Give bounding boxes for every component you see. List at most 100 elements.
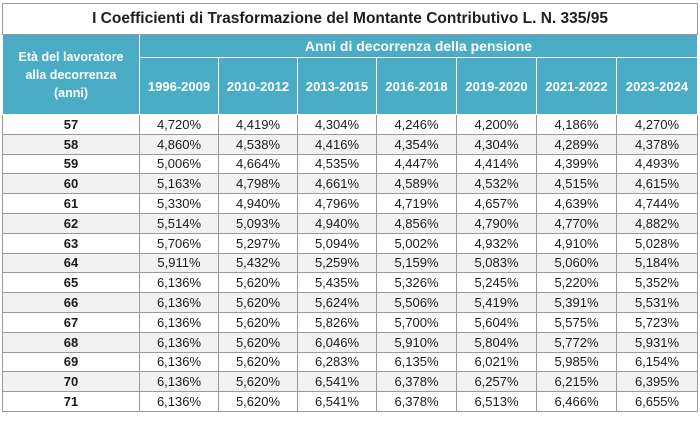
period-header: 2019-2020 [456,57,537,115]
coefficient-cell: 5,163% [139,173,219,195]
coefficient-cell: 4,770% [536,212,617,234]
table-row: 69 6,136% 5,620% 6,283% 6,135% 6,021% 5,985% 6,… [2,351,698,373]
coefficient-cell: 5,259% [297,252,377,274]
title-row: I Coefficienti di Trasformazione del Mon… [2,3,698,35]
coefficient-cell: 6,154% [616,351,698,373]
period-header: 1996-2009 [139,57,219,115]
coefficient-cell: 4,639% [536,193,617,214]
coefficient-cell: 4,719% [376,193,457,214]
coefficient-cell: 4,419% [218,114,298,135]
coefficient-cell: 4,200% [456,114,537,135]
period-header: 2013-2015 [297,57,377,115]
coefficient-cell: 5,245% [456,272,537,294]
coefficient-cell: 4,940% [218,193,298,214]
coefficient-cell: 5,028% [616,232,698,254]
age-header-line-3: (anni) [53,85,89,100]
age-cell: 60 [2,173,140,195]
coefficient-cell: 6,136% [139,272,219,294]
coefficient-cell: 6,466% [536,391,617,412]
coefficient-cell: 6,136% [139,351,219,373]
coefficient-cell: 5,435% [297,272,377,294]
coefficient-cell: 4,882% [616,212,698,234]
period-header: 2016-2018 [376,57,457,115]
coefficient-cell: 4,538% [218,133,298,155]
coefficient-cell: 6,378% [376,391,457,412]
age-cell: 62 [2,212,140,234]
coefficient-cell: 5,352% [616,272,698,294]
coefficient-cell: 5,723% [616,311,698,333]
age-cell: 67 [2,311,140,333]
coefficient-cell: 5,910% [376,331,457,353]
coefficient-cell: 5,159% [376,252,457,274]
coefficient-cell: 5,514% [139,212,219,234]
years-group-header: Anni di decorrenza della pensione [139,34,698,58]
coefficient-cell: 5,604% [456,311,537,333]
coefficient-cell: 5,531% [616,292,698,313]
coefficient-cell: 5,804% [456,331,537,353]
coefficient-cell: 5,772% [536,331,617,353]
table-row: 62 5,514% 5,093% 4,940% 4,856% 4,790% 4,770% 4,… [2,212,698,234]
coefficient-cell: 6,135% [376,351,457,373]
coefficient-cell: 4,661% [297,173,377,195]
coefficient-cell: 4,744% [616,193,698,214]
coefficient-cell: 5,326% [376,272,457,294]
coefficient-cell: 6,395% [616,371,698,393]
period-header: 2010-2012 [218,57,298,115]
coefficient-cell: 4,532% [456,173,537,195]
age-column-header: Età del lavoratore alla decorrenza (anni… [2,34,140,115]
age-cell: 69 [2,351,140,373]
coefficient-cell: 4,940% [297,212,377,234]
coefficient-cell: 5,391% [536,292,617,313]
coefficient-cell: 6,046% [297,331,377,353]
coefficient-cell: 5,620% [218,311,298,333]
coefficient-cell: 5,506% [376,292,457,313]
coefficient-cell: 5,620% [218,331,298,353]
coefficient-cell: 5,620% [218,351,298,373]
coefficient-cell: 5,826% [297,311,377,333]
coefficient-cell: 5,985% [536,351,617,373]
coefficient-cell: 4,856% [376,212,457,234]
age-cell: 61 [2,193,140,214]
coefficient-cell: 6,215% [536,371,617,393]
coefficient-cell: 6,283% [297,351,377,373]
coefficient-cell: 4,860% [139,133,219,155]
coefficient-cell: 6,136% [139,292,219,313]
coefficient-cell: 4,664% [218,153,298,175]
coefficient-cell: 5,620% [218,391,298,412]
coefficient-cell: 4,289% [536,133,617,155]
coefficient-cell: 4,186% [536,114,617,135]
table-row: 71 6,136% 5,620% 6,541% 6,378% 6,513% 6,466% 6,… [2,391,698,412]
coefficient-cell: 5,624% [297,292,377,313]
table-row: 66 6,136% 5,620% 5,624% 5,506% 5,419% 5,391% 5,… [2,292,698,313]
table-row: 58 4,860% 4,538% 4,416% 4,354% 4,304% 4,289% 4,… [2,133,698,155]
age-cell: 63 [2,232,140,254]
table-row: 70 6,136% 5,620% 6,541% 6,378% 6,257% 6,215% 6,… [2,371,698,393]
coefficient-cell: 4,589% [376,173,457,195]
table-row: 63 5,706% 5,297% 5,094% 5,002% 4,932% 4,910% 5,… [2,232,698,254]
age-cell: 65 [2,272,140,294]
coefficient-cell: 4,515% [536,173,617,195]
coefficient-cell: 4,270% [616,114,698,135]
coefficient-cell: 4,414% [456,153,537,175]
coefficient-cell: 5,931% [616,331,698,353]
coefficients-table: I Coefficienti di Trasformazione del Mon… [2,3,698,412]
coefficient-cell: 4,304% [456,133,537,155]
coefficient-cell: 6,513% [456,391,537,412]
coefficient-cell: 5,575% [536,311,617,333]
age-cell: 58 [2,133,140,155]
age-cell: 71 [2,391,140,412]
coefficient-cell: 6,378% [376,371,457,393]
period-header: 2023-2024 [616,57,698,115]
age-header-line-2: alla decorrenza [25,67,117,82]
coefficient-cell: 5,620% [218,371,298,393]
coefficient-cell: 4,796% [297,193,377,214]
coefficient-cell: 6,021% [456,351,537,373]
coefficient-cell: 4,535% [297,153,377,175]
coefficient-cell: 6,655% [616,391,698,412]
coefficient-cell: 5,620% [218,272,298,294]
coefficient-cell: 4,910% [536,232,617,254]
coefficient-cell: 5,432% [218,252,298,274]
coefficient-cell: 5,911% [139,252,219,274]
coefficient-cell: 5,083% [456,252,537,274]
